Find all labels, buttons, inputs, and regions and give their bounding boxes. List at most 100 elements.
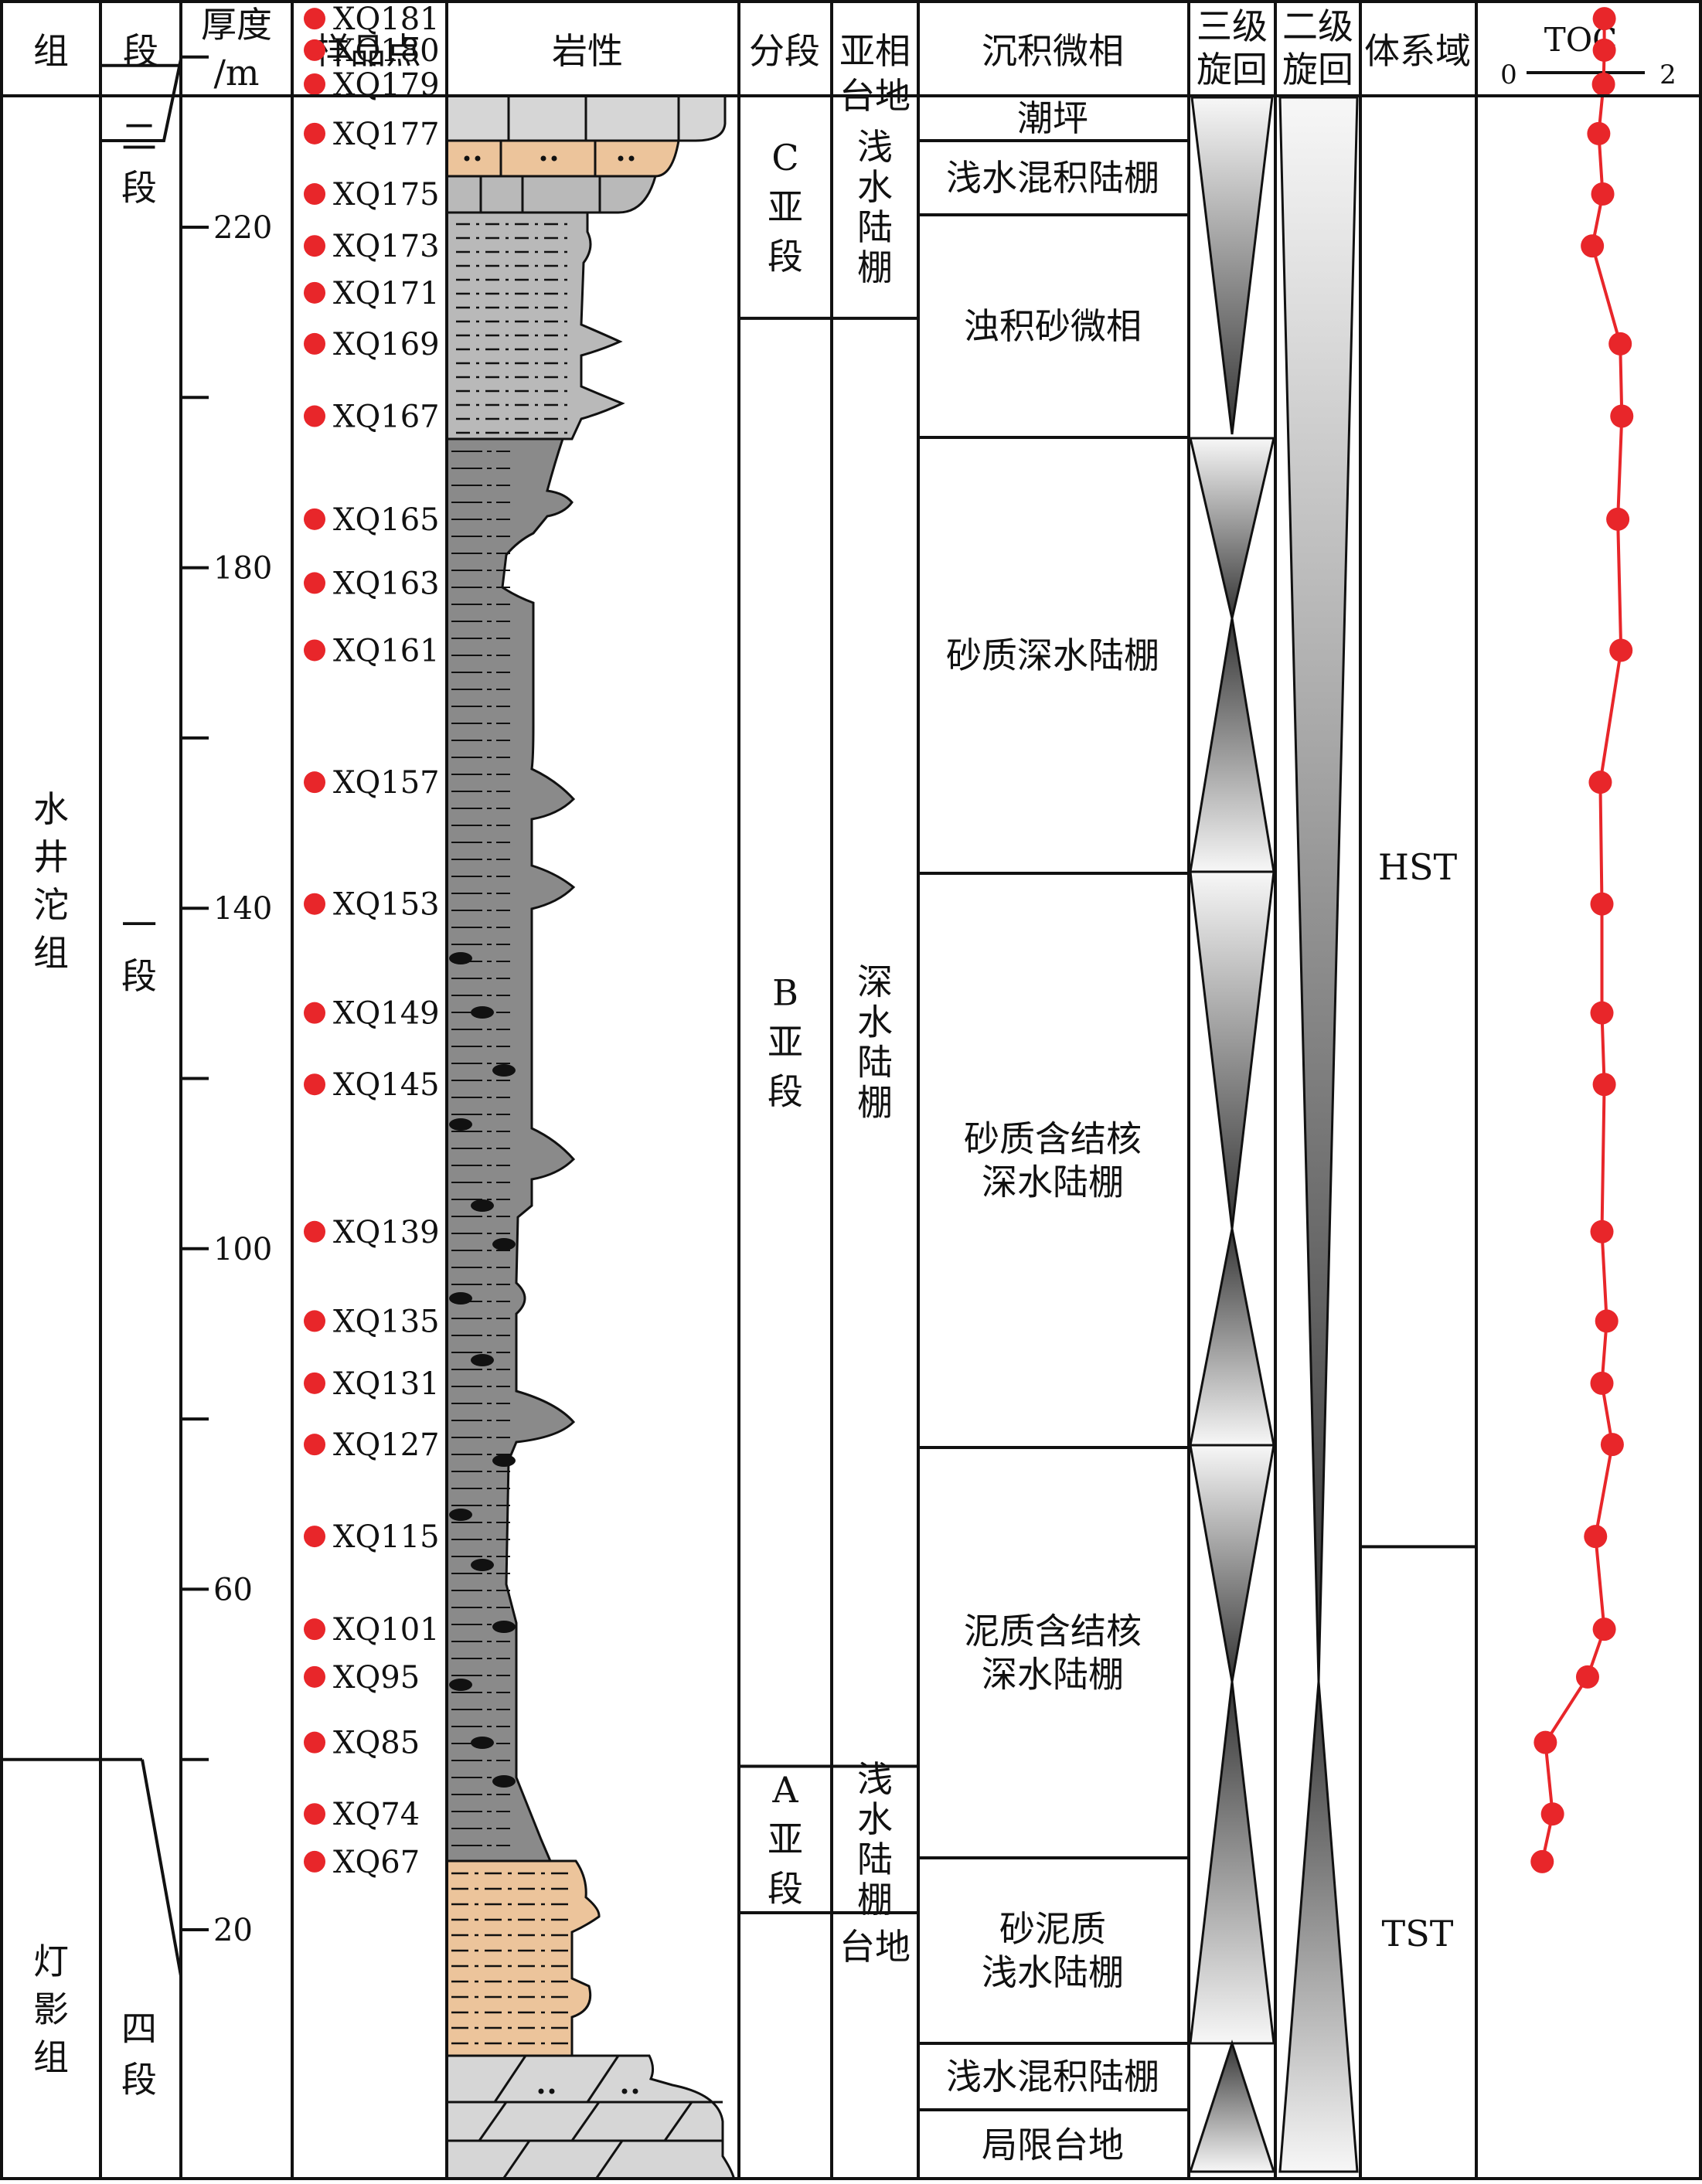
member-name-char: 二 bbox=[121, 116, 157, 158]
subsections-label: 段 bbox=[768, 1868, 803, 1910]
subfacies-label: 棚 bbox=[857, 1879, 893, 1920]
toc-point bbox=[1575, 1665, 1599, 1689]
sample-point: XQ149 bbox=[304, 996, 440, 1032]
sample-dot bbox=[304, 235, 325, 257]
nodule bbox=[471, 1354, 494, 1366]
sample-dot bbox=[304, 39, 325, 61]
sample-label: XQ115 bbox=[333, 1519, 440, 1555]
nodule bbox=[449, 1679, 472, 1691]
cycle2-regressive bbox=[1278, 96, 1359, 1682]
member-name-char: 四 bbox=[121, 2008, 157, 2050]
subsections-label: 段 bbox=[768, 1071, 803, 1113]
sample-point: XQ171 bbox=[304, 276, 440, 311]
sample-dot bbox=[304, 771, 325, 794]
sample-label: XQ161 bbox=[333, 633, 440, 668]
systems-tract-label: TST bbox=[1382, 1913, 1454, 1954]
microfacies-label: 深水陆棚 bbox=[982, 1654, 1124, 1696]
toc-point bbox=[1588, 771, 1612, 794]
sample-label: XQ135 bbox=[333, 1304, 440, 1339]
sample-dot bbox=[304, 73, 325, 95]
sample-label: XQ127 bbox=[333, 1427, 440, 1463]
sample-point: XQ173 bbox=[304, 229, 440, 264]
nodule bbox=[449, 1509, 472, 1521]
thickness-tick-label: 180 bbox=[213, 551, 272, 587]
subfacies-label: 深 bbox=[857, 961, 893, 1003]
sample-label: XQ175 bbox=[333, 177, 440, 213]
sample-point: XQ157 bbox=[304, 765, 440, 801]
sample-label: XQ180 bbox=[333, 33, 440, 69]
formation-name-char: 灯 bbox=[33, 1941, 69, 1982]
toc-point bbox=[1534, 1730, 1557, 1754]
lithology-shale-b bbox=[445, 437, 576, 1863]
subfacies-label: 水 bbox=[857, 166, 893, 208]
subsections-label: 亚 bbox=[768, 1818, 803, 1860]
header-cycle2-line1: 二级 bbox=[1282, 5, 1353, 47]
formation-name-char: 组 bbox=[33, 2036, 69, 2078]
header-formation: 组 bbox=[33, 30, 69, 72]
nodule bbox=[492, 1775, 516, 1788]
toc-point bbox=[1591, 182, 1615, 206]
subsections-label: 亚 bbox=[768, 1022, 803, 1063]
subfacies-label: 水 bbox=[857, 1798, 893, 1840]
microfacies-label: 潮坪 bbox=[1017, 97, 1088, 139]
subfacies-label: 陆 bbox=[857, 206, 893, 248]
microfacies-label: 深水陆棚 bbox=[982, 1162, 1124, 1203]
sample-dot bbox=[304, 1310, 325, 1332]
microfacies-label: 砂质含结核 bbox=[964, 1118, 1142, 1160]
toc-point bbox=[1584, 1525, 1608, 1549]
header-samples: 样品点 bbox=[315, 30, 421, 72]
sample-point: XQ74 bbox=[304, 1797, 420, 1832]
toc-point bbox=[1606, 507, 1630, 531]
sample-point: XQ167 bbox=[304, 400, 440, 435]
formation-name-char: 沱 bbox=[33, 884, 69, 926]
microfacies-label: 砂泥质 bbox=[999, 1908, 1106, 1950]
sample-point: XQ169 bbox=[304, 327, 440, 362]
sample-label: XQ145 bbox=[333, 1067, 440, 1103]
subsections-label: A bbox=[771, 1769, 798, 1811]
sample-dot bbox=[304, 1002, 325, 1024]
subfacies-label: 陆 bbox=[857, 1839, 893, 1880]
sample-point: XQ135 bbox=[304, 1304, 440, 1339]
sample-dot bbox=[304, 572, 325, 594]
sample-dot bbox=[304, 405, 325, 427]
header-cycle3-line1: 三级 bbox=[1197, 5, 1268, 47]
sample-dot bbox=[304, 1372, 325, 1394]
cycle3-b3-transgressive bbox=[1189, 1681, 1275, 2045]
subsections-label: 段 bbox=[768, 236, 803, 277]
sample-point: XQ177 bbox=[304, 117, 440, 152]
thickness-tick-label: 220 bbox=[213, 210, 272, 246]
toc-point bbox=[1581, 234, 1605, 258]
sample-point: XQ67 bbox=[304, 1845, 420, 1880]
toc-point bbox=[1591, 72, 1615, 96]
microfacies-label: 泥质含结核 bbox=[964, 1611, 1142, 1652]
microfacies-label: 局限台地 bbox=[982, 2124, 1124, 2166]
toc-point bbox=[1592, 38, 1616, 62]
toc-point bbox=[1590, 1220, 1614, 1243]
sample-point: XQ181 bbox=[304, 2, 440, 37]
sample-point: XQ179 bbox=[304, 67, 440, 103]
toc-point bbox=[1592, 1073, 1616, 1097]
microfacies-column: 潮坪浅水混积陆棚浊积砂微相砂质深水陆棚砂质含结核深水陆棚泥质含结核深水陆棚砂泥质… bbox=[918, 97, 1189, 2166]
header-subfacies: 亚相 bbox=[839, 30, 911, 72]
toc-point bbox=[1590, 892, 1614, 916]
sample-label: XQ149 bbox=[333, 996, 440, 1032]
sample-dot bbox=[304, 1665, 325, 1688]
microfacies-label: 浅水混积陆棚 bbox=[946, 157, 1159, 199]
nodule bbox=[449, 1292, 472, 1305]
sample-dot bbox=[304, 1850, 325, 1873]
sample-dot bbox=[304, 281, 325, 304]
header-thickness: 厚度 bbox=[201, 4, 272, 46]
thickness-tick-label: 60 bbox=[213, 1572, 253, 1607]
sample-dot bbox=[304, 1434, 325, 1456]
sample-label: XQ179 bbox=[333, 67, 440, 103]
lithology-dolomite-band bbox=[445, 139, 680, 178]
sample-dot bbox=[304, 1731, 325, 1754]
sample-dot bbox=[304, 332, 325, 355]
lithology-sandstone-a bbox=[445, 1859, 601, 2057]
sample-point: XQ165 bbox=[304, 502, 440, 538]
thickness-tick-label: 140 bbox=[213, 891, 272, 927]
formation-name-char: 水 bbox=[33, 788, 69, 830]
